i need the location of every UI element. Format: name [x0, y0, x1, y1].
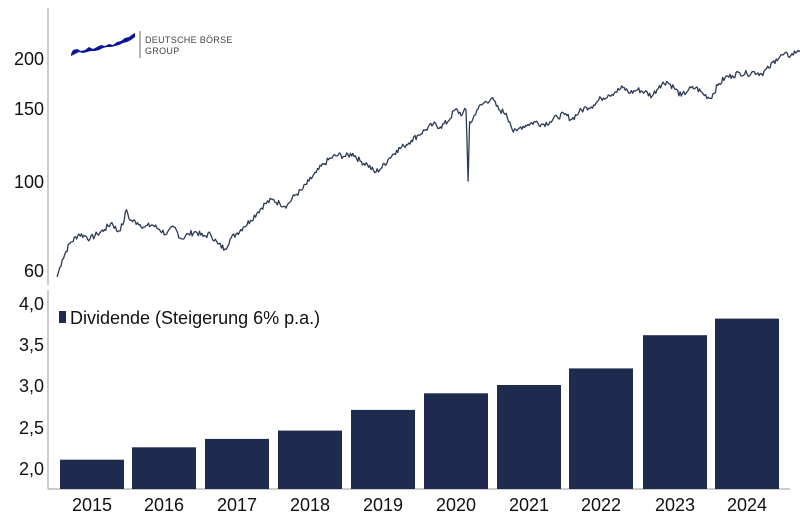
price-tick-label: 60 — [24, 261, 44, 281]
deutsche-boerse-logo: DEUTSCHE BÖRSE GROUP — [71, 31, 233, 58]
dividend-y-ticks: 2,0 2,5 3,0 3,5 4,0 — [19, 294, 44, 479]
dividend-bar — [132, 447, 196, 490]
dividend-tick-label: 3,0 — [19, 376, 44, 396]
dividend-tick-label: 3,5 — [19, 335, 44, 355]
dividend-bar — [60, 459, 124, 489]
year-tick-label: 2015 — [72, 495, 112, 515]
dividend-tick-label: 4,0 — [19, 294, 44, 314]
legend: Dividende (Steigerung 6% p.a.) — [59, 308, 320, 328]
logo-line2: GROUP — [145, 46, 180, 56]
dividend-bars — [60, 318, 779, 490]
dividend-bar — [715, 318, 779, 489]
year-tick-labels: 2015 2016 2017 2018 2019 2020 2021 2022 2023 2024 — [72, 495, 767, 515]
legend-swatch — [59, 311, 66, 323]
dividend-bar — [205, 438, 269, 489]
dividend-bar — [497, 385, 561, 489]
dividend-bar — [643, 335, 707, 489]
dividend-tick-label: 2,0 — [19, 459, 44, 479]
price-tick-label: 200 — [14, 49, 44, 69]
legend-label: Dividende (Steigerung 6% p.a.) — [70, 308, 320, 328]
year-tick-label: 2020 — [436, 495, 476, 515]
dividend-tick-label: 2,5 — [19, 418, 44, 438]
year-tick-label: 2022 — [581, 495, 621, 515]
year-tick-label: 2018 — [290, 495, 330, 515]
logo-wave-icon — [71, 33, 135, 56]
year-tick-label: 2019 — [363, 495, 403, 515]
year-tick-label: 2021 — [509, 495, 549, 515]
dividend-bar — [351, 409, 415, 489]
dividend-bar — [569, 368, 633, 489]
price-y-ticks: 60 100 150 200 — [14, 49, 44, 281]
price-tick-label: 150 — [14, 99, 44, 119]
year-tick-label: 2016 — [144, 495, 184, 515]
year-tick-label: 2017 — [217, 495, 257, 515]
year-tick-label: 2024 — [727, 495, 767, 515]
price-tick-label: 100 — [14, 172, 44, 192]
price-series-line — [56, 49, 800, 278]
logo-line1: DEUTSCHE BÖRSE — [145, 35, 233, 45]
dividend-bar — [424, 393, 488, 489]
year-tick-label: 2023 — [655, 495, 695, 515]
dividend-bar — [278, 430, 342, 489]
